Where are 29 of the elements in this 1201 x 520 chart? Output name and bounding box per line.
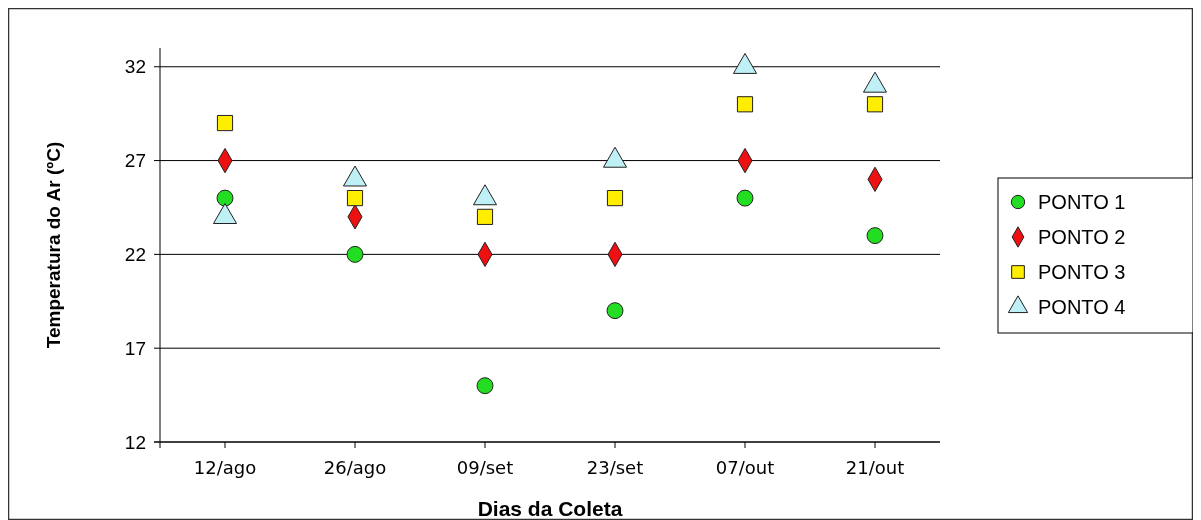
point <box>476 208 494 225</box>
legend-label: PONTO 1 <box>1038 191 1126 213</box>
legend-label: PONTO 3 <box>1038 261 1126 283</box>
point <box>606 302 624 320</box>
y-tick-label: 17 <box>124 337 146 359</box>
x-tick-label: 21/out <box>845 457 905 478</box>
point <box>866 96 884 113</box>
x-tick-label: 07/out <box>715 457 775 478</box>
point <box>346 190 364 207</box>
y-tick-label: 12 <box>124 431 146 453</box>
x-tick-label: 23/set <box>586 457 644 478</box>
point <box>346 245 364 263</box>
point <box>476 377 494 395</box>
x-tick-label: 26/ago <box>323 457 387 478</box>
y-tick-label: 27 <box>124 150 146 172</box>
point <box>866 227 884 245</box>
point <box>736 189 754 207</box>
x-tick-label: 12/ago <box>193 457 257 478</box>
y-tick-label: 22 <box>124 244 146 266</box>
point <box>606 190 624 207</box>
legend-label: PONTO 2 <box>1038 226 1126 248</box>
point <box>216 189 234 207</box>
x-tick-label: 09/set <box>456 457 514 478</box>
y-axis-title: Temperatura do Ar (ºC) <box>43 141 64 349</box>
y-tick-label: 32 <box>124 56 146 78</box>
point <box>736 96 754 113</box>
point <box>216 114 234 132</box>
legend-label: PONTO 4 <box>1038 296 1126 318</box>
x-axis-title: Dias da Coleta <box>477 497 623 520</box>
